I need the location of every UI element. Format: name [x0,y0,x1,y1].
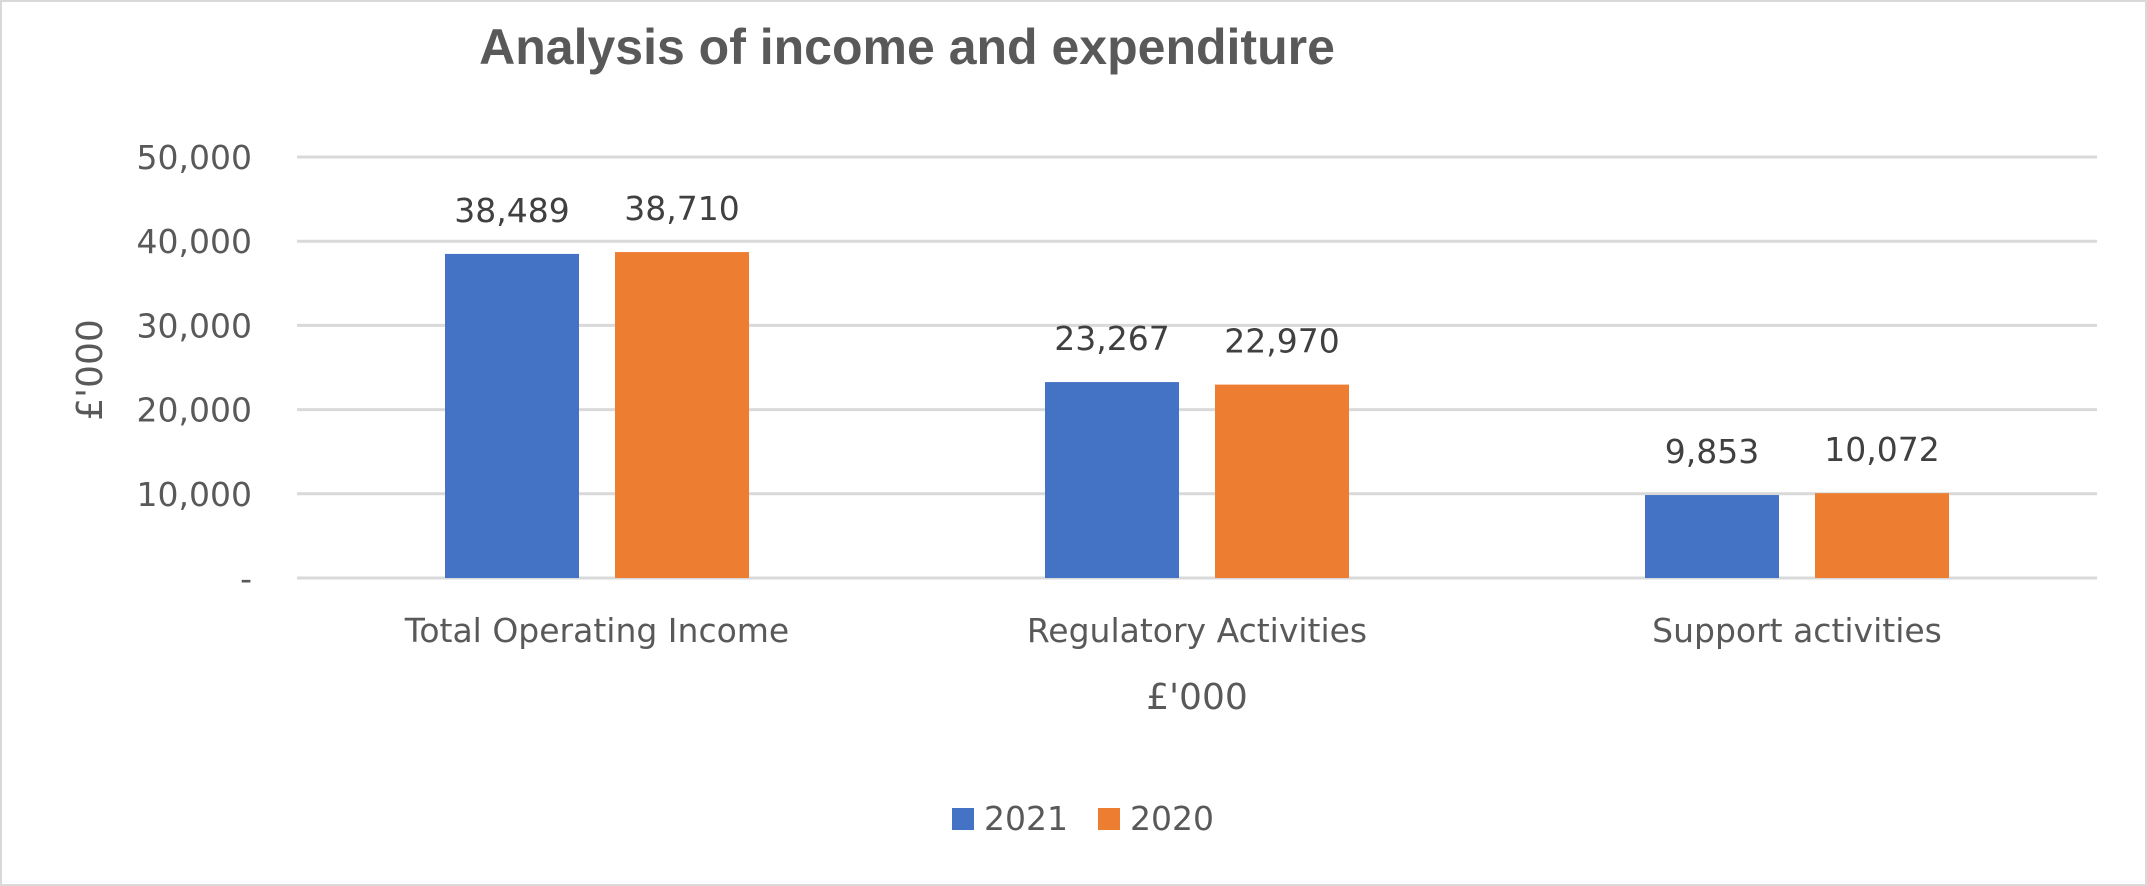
data-label: 10,072 [1824,430,1939,469]
legend: 2021 2020 [952,799,1214,838]
data-label: 38,489 [454,191,569,230]
bar-2020-0 [615,252,749,578]
bar-2021-2 [1645,495,1779,578]
x-tick-label: Total Operating Income [404,611,789,650]
bar-2020-1 [1215,384,1349,578]
legend-label: 2020 [1130,799,1214,838]
x-tick-label: Support activities [1652,611,1942,650]
category-labels: Total Operating Income Regulatory Activit… [404,611,1942,650]
x-tick-label: Regulatory Activities [1027,611,1367,650]
legend-swatch-2021 [952,808,974,830]
data-labels: 38,489 38,710 23,267 22,970 9,853 10,072 [454,189,1939,471]
y-tick-label: 20,000 [137,391,252,430]
bar-2020-2 [1815,493,1949,578]
y-tick-label: - [240,559,252,598]
bar-2021-0 [445,253,579,579]
gridlines [297,155,2097,580]
data-label: 9,853 [1665,432,1759,471]
y-tick-label: 30,000 [137,306,252,345]
chart-title: Analysis of income and expenditure [479,19,1335,75]
y-tick-label: 40,000 [137,222,252,261]
y-tick-label: 50,000 [137,138,252,177]
data-label: 23,267 [1054,319,1169,358]
legend-label: 2021 [984,799,1068,838]
y-tick-label: 10,000 [137,475,252,514]
y-axis-title: £'000 [70,319,111,421]
legend-swatch-2020 [1098,808,1120,830]
data-label: 38,710 [624,189,739,228]
data-label: 22,970 [1224,322,1339,361]
bar-2021-1 [1045,382,1179,578]
x-axis-title: £'000 [1146,677,1248,718]
y-axis-ticks: - 10,000 20,000 30,000 40,000 50,000 [137,138,252,598]
bars [445,252,1949,579]
